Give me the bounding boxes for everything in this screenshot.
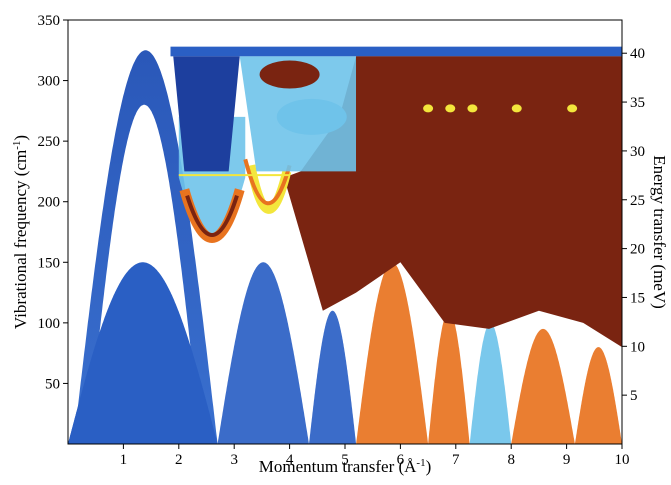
y2-tick-label: 40 [630, 46, 645, 62]
low-branch-arch [428, 310, 470, 444]
y-tick-label: 300 [38, 74, 61, 90]
x-tick-label: 9 [563, 452, 571, 468]
spot-275 [445, 104, 456, 113]
y2-tick-label: 30 [630, 144, 645, 160]
y-tick-label: 200 [38, 195, 61, 211]
gap-block-dark [173, 56, 240, 172]
mid-spot [276, 98, 347, 135]
y-tick-label: 100 [38, 316, 61, 332]
x-tick-label: 1 [120, 452, 128, 468]
y-axis-title: Vibrational frequency (cm-1) [11, 135, 30, 329]
y-axis-left: 50 100 150 200 250 300 350 [38, 13, 68, 392]
plot-area [68, 46, 622, 444]
spot-275 [511, 104, 522, 113]
low-branch-arch [469, 322, 512, 444]
low-branch-arch [217, 262, 309, 444]
acoustic-lower-arch [68, 262, 218, 444]
x-tick-label: 8 [507, 452, 515, 468]
y2-tick-label: 10 [630, 339, 645, 355]
low-branch-arch [574, 347, 622, 444]
spot-275 [467, 104, 478, 113]
low-branch-arch [511, 328, 575, 444]
y-tick-label: 250 [38, 134, 61, 150]
x-tick-label: 5 [341, 452, 349, 468]
x-axis: 1 2 3 4 5 6 7 8 9 10 [120, 444, 630, 468]
x-tick-label: 6 [397, 452, 405, 468]
y2-tick-label: 25 [630, 193, 645, 209]
y2-tick-label: 5 [630, 388, 638, 404]
top-optical-band [170, 46, 622, 57]
hot-spot [259, 60, 320, 89]
y2-tick-label: 15 [630, 290, 645, 306]
mid-band-core [185, 195, 239, 237]
y-tick-label: 150 [38, 255, 61, 271]
x-tick-label: 10 [615, 452, 630, 468]
y2-tick-label: 20 [630, 242, 645, 258]
x-tick-label: 3 [230, 452, 238, 468]
spot-275 [567, 104, 578, 113]
hot-upper [356, 56, 622, 172]
low-branch-arch [309, 310, 357, 444]
x-tick-label: 4 [286, 452, 294, 468]
spot-275 [423, 104, 434, 113]
x-axis-title: Momentum transfer (Å-1) [259, 457, 432, 476]
x-tick-label: 2 [175, 452, 183, 468]
y2-tick-label: 35 [630, 95, 645, 111]
y2-axis-title: Energy transfer (meV) [650, 155, 669, 309]
x-tick-label: 7 [452, 452, 460, 468]
y-tick-label: 350 [38, 13, 61, 29]
y-tick-label: 50 [45, 376, 60, 392]
low-branch-arch [356, 262, 429, 444]
y-axis-right: 5 10 15 20 25 30 35 40 [622, 46, 645, 404]
